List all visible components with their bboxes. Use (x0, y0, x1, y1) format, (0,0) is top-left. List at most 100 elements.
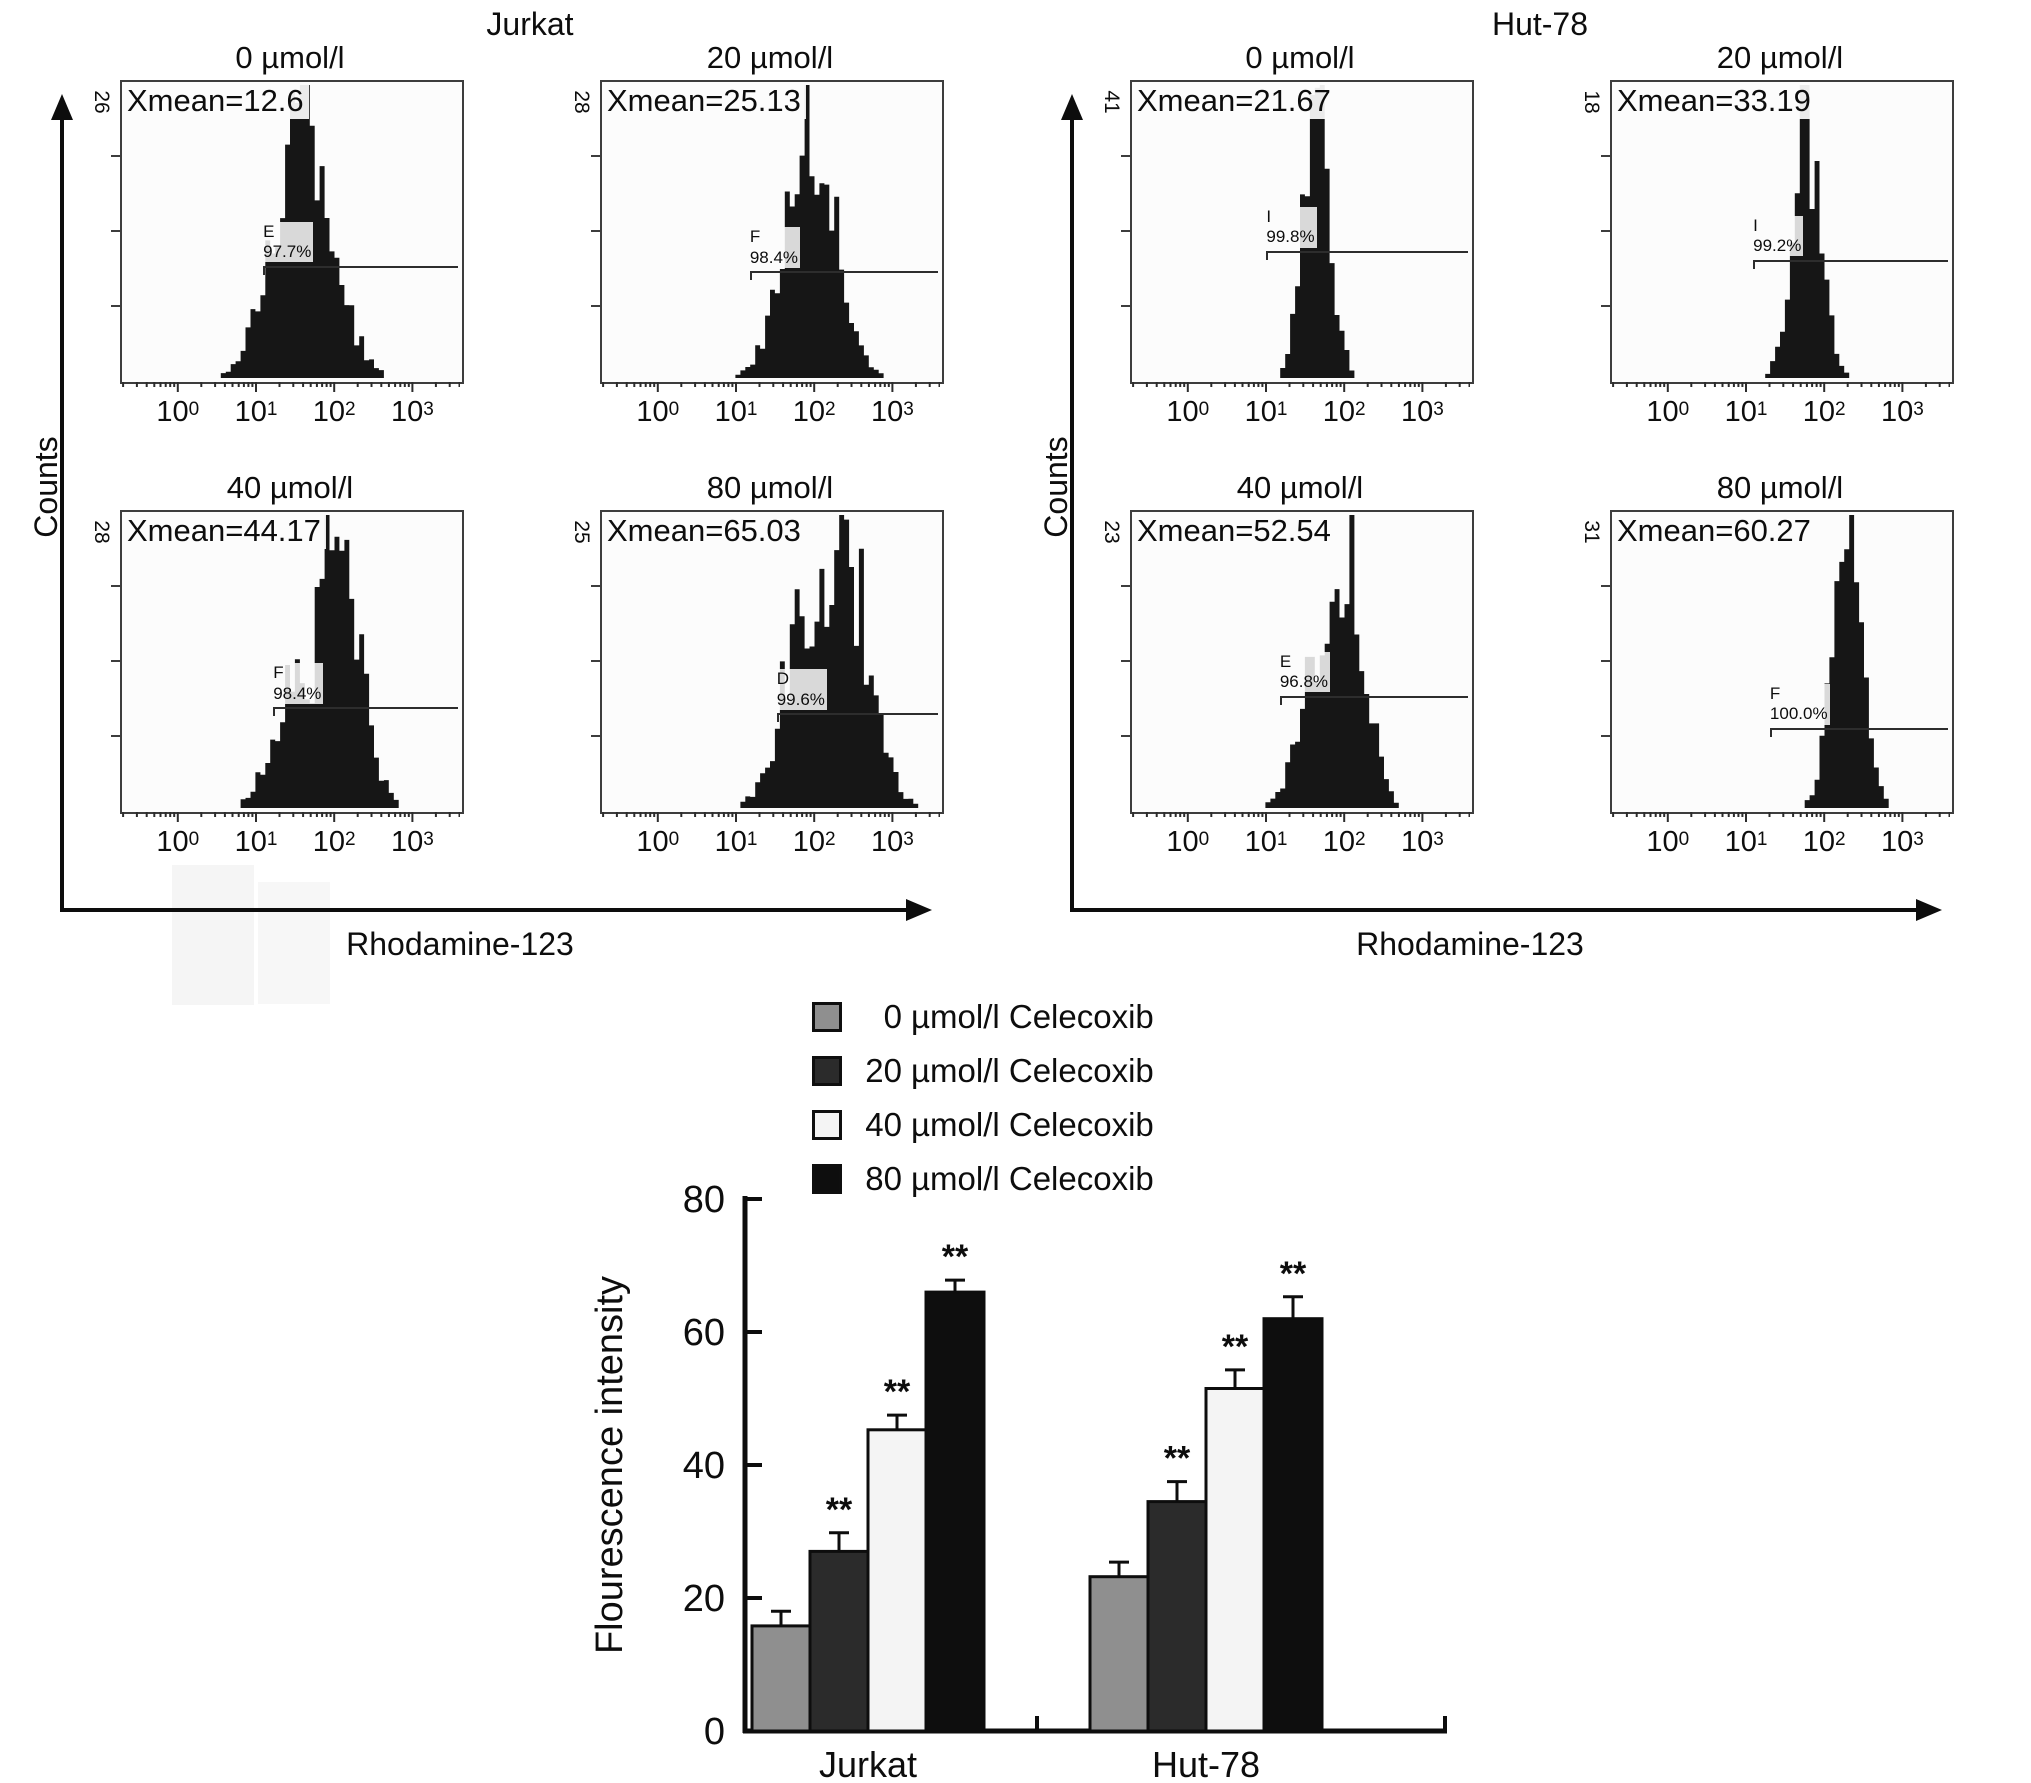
gate-line (1266, 250, 1468, 253)
legend-swatch-icon (812, 1056, 842, 1086)
tick-exponent: 3 (423, 399, 434, 420)
x-tick-label: 101 (1701, 826, 1791, 859)
bar-hut-78-40 (1204, 1387, 1266, 1733)
x-axis-label: Rhodamine-123 (1356, 926, 1584, 962)
tick-base: 10 (714, 826, 747, 858)
x-tick-label: 102 (769, 826, 859, 859)
significance-marker: ** (826, 1491, 853, 1529)
tick-base: 10 (870, 396, 904, 428)
gate-percent: 96.8% (1279, 671, 1329, 691)
xmean-label: Xmean=60.27 (1614, 514, 1816, 550)
x-minor-ticks (1132, 812, 1470, 822)
legend-label: µmol/l Celecoxib (911, 1106, 1154, 1143)
panel-count-max-label: 31 (1580, 520, 1603, 544)
legend-item: 40 µmol/l Celecoxib (812, 1098, 1154, 1152)
x-tick-label: 102 (1779, 396, 1869, 429)
x-tick-label: 102 (1299, 826, 1389, 859)
tick-exponent: 0 (1198, 399, 1210, 420)
tick-base: 10 (1880, 396, 1914, 428)
tick-exponent: 3 (1433, 399, 1444, 420)
gate-name: I (1753, 215, 1758, 235)
gate-start-tick-icon (1266, 250, 1269, 260)
tick-exponent: 1 (1756, 829, 1768, 850)
xmean-label: Xmean=33.19 (1614, 84, 1816, 120)
tick-exponent: 0 (1678, 829, 1690, 850)
x-tick-label: 101 (691, 826, 781, 859)
bar-hut-78-0 (1088, 1575, 1150, 1733)
panel-title: 0 µmol/l (235, 40, 345, 75)
y-tick-label: 0 (704, 1711, 725, 1753)
x-tick-label: 102 (1779, 826, 1869, 859)
gate-percent: 99.6% (776, 689, 825, 709)
tick-exponent: 2 (1835, 829, 1846, 850)
gate-percent: 99.8% (1266, 227, 1315, 247)
flow-group-jurkat: Jurkat Counts Rhodamine-123 0 µmol/l 26 E 97.7… (10, 0, 1005, 975)
x-minor-ticks (122, 812, 460, 822)
y-tick-label: 60 (683, 1312, 725, 1354)
flow-group-hut78: Hut-78 Counts Rhodamine-123 0 µmol/l 41 I 99.8… (1020, 0, 2015, 975)
legend-swatch-icon (812, 1164, 842, 1194)
gate-name: E (1279, 651, 1292, 671)
x-tick-label: 103 (367, 396, 457, 429)
tick-exponent: 1 (1276, 829, 1288, 850)
panel-count-max-label: 25 (570, 520, 593, 544)
x-tick-label: 101 (211, 826, 301, 859)
gate-percent: 98.4% (273, 683, 322, 703)
panel-count-max-label: 28 (90, 520, 113, 544)
tick-exponent: 3 (1913, 829, 1924, 850)
y-minor-tick-icon (1601, 305, 1610, 307)
y-minor-tick-icon (591, 155, 600, 157)
tick-exponent: 1 (746, 829, 758, 850)
tick-base: 10 (1646, 396, 1679, 428)
right-arrow-icon (1916, 899, 1942, 921)
legend-label: µmol/l Celecoxib (911, 1052, 1154, 1089)
tick-exponent: 2 (825, 399, 836, 420)
x-tick-label: 100 (1623, 826, 1713, 859)
tick-base: 10 (636, 396, 669, 428)
xmean-label: Xmean=21.67 (1134, 84, 1336, 120)
tick-exponent: 3 (903, 829, 914, 850)
gate-start-tick-icon (1753, 259, 1756, 269)
x-tick-label: 101 (1221, 826, 1311, 859)
panel-title: 40 µmol/l (1236, 470, 1364, 505)
tick-base: 10 (390, 396, 424, 428)
tick-base: 10 (1166, 826, 1199, 858)
panel-count-max-label: 26 (90, 90, 113, 114)
significance-marker: ** (1222, 1328, 1249, 1366)
tick-exponent: 1 (266, 399, 278, 420)
x-axis-label: Rhodamine-123 (346, 926, 574, 962)
significance-marker: ** (1164, 1440, 1191, 1478)
y-minor-tick-icon (591, 735, 600, 737)
tick-base: 10 (1400, 396, 1434, 428)
panel-count-max-label: 41 (1100, 90, 1123, 114)
y-minor-tick-icon (1121, 660, 1130, 662)
x-tick-label: 102 (289, 826, 379, 859)
gate-line (1753, 259, 1948, 262)
legend-concentration: 80 (865, 1160, 902, 1197)
x-tick-label: 101 (1701, 396, 1791, 429)
gate-name: F (749, 227, 761, 247)
tick-exponent: 1 (746, 399, 758, 420)
bar-hut-78-80 (1262, 1317, 1324, 1733)
x-tick-label: 102 (289, 396, 379, 429)
gate-line (263, 265, 458, 268)
tick-base: 10 (156, 826, 189, 858)
gate-label: F 98.4% (271, 663, 324, 705)
xmean-label: Xmean=44.17 (124, 514, 326, 550)
tick-exponent: 3 (1913, 399, 1924, 420)
tick-base: 10 (156, 396, 189, 428)
bar-chart: 0 20 40 60 80 Flourescence intensity ** ** ** ** *… (589, 1179, 1447, 1783)
histogram (122, 515, 458, 808)
gate-line (273, 707, 458, 710)
x-tick-label: 103 (847, 826, 937, 859)
xmean-label: Xmean=25.13 (604, 84, 806, 120)
y-axis-line (1070, 118, 1074, 912)
right-arrow-icon (906, 899, 932, 921)
y-tick-label: 40 (683, 1445, 725, 1487)
x-tick-label: 100 (1623, 396, 1713, 429)
category-label: Hut-78 (1152, 1744, 1260, 1783)
x-tick-label: 100 (1143, 396, 1233, 429)
y-minor-tick-icon (1121, 230, 1130, 232)
panel-title: 0 µmol/l (1245, 40, 1355, 75)
y-minor-tick-icon (591, 660, 600, 662)
